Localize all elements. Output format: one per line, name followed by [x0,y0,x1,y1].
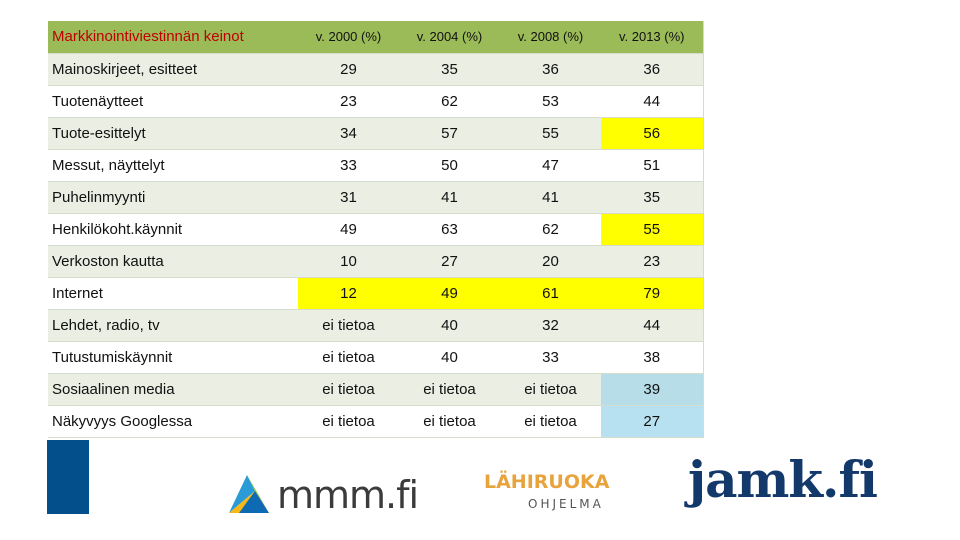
cell: 57 [399,117,500,150]
cell: ei tietoa [500,405,601,438]
cell: 51 [601,149,704,182]
cell-highlighted: 49 [399,277,500,310]
row-label: Puhelinmyynti [48,181,298,214]
cell: 29 [298,53,399,86]
row-label: Verkoston kautta [48,245,298,278]
cell: 10 [298,245,399,278]
header-cell: Markkinointiviestinnän keinot [48,21,298,54]
cell-highlighted: 56 [601,117,704,150]
mmm-logo-text: mmm.fi [277,473,419,517]
row-label: Mainoskirjeet, esitteet [48,53,298,86]
cell: 36 [601,53,704,86]
cell: 53 [500,85,601,118]
cell-highlighted: 39 [601,373,704,406]
table-row: Verkoston kautta 10 27 20 23 [48,245,704,278]
row-label: Lehdet, radio, tv [48,309,298,342]
table-row: Messut, näyttelyt 33 50 47 51 [48,149,704,182]
cell: ei tietoa [298,373,399,406]
cell: 23 [298,85,399,118]
cell: 63 [399,213,500,246]
cell: ei tietoa [298,309,399,342]
row-label: Tuote-esittelyt [48,117,298,150]
cell: 40 [399,341,500,374]
cell: 47 [500,149,601,182]
jamk-logo: jamk.fi [688,450,878,509]
header-cell: v. 2013 (%) [601,21,704,54]
left-accent-bar [47,440,89,514]
cell: 34 [298,117,399,150]
header-cell: v. 2004 (%) [399,21,500,54]
row-label: Messut, näyttelyt [48,149,298,182]
table-row: Internet 12 49 61 79 [48,277,704,310]
cell: ei tietoa [298,405,399,438]
cell: 38 [601,341,704,374]
row-label: Sosiaalinen media [48,373,298,406]
cell-highlighted: 61 [500,277,601,310]
row-label: Näkyvyys Googlessa [48,405,298,438]
cell: 32 [500,309,601,342]
cell: 41 [399,181,500,214]
table-row: Lehdet, radio, tv ei tietoa 40 32 44 [48,309,704,342]
cell: 44 [601,309,704,342]
cell: 27 [399,245,500,278]
mmm-logo: mmm.fi [225,463,419,519]
cell-highlighted: 12 [298,277,399,310]
lahiruoka-logo-text: LÄHIRUOKA [484,471,610,493]
cell: 44 [601,85,704,118]
cell: 62 [500,213,601,246]
row-label: Henkilökoht.käynnit [48,213,298,246]
table-header-row: Markkinointiviestinnän keinot v. 2000 (%… [48,21,704,54]
cell: 23 [601,245,704,278]
table-row: Tuotenäytteet 23 62 53 44 [48,85,704,118]
cell: 62 [399,85,500,118]
row-label: Internet [48,277,298,310]
cell: 40 [399,309,500,342]
cell: ei tietoa [298,341,399,374]
table-row: Tutustumiskäynnit ei tietoa 40 33 38 [48,341,704,374]
cell-highlighted: 79 [601,277,704,310]
header-cell: v. 2008 (%) [500,21,601,54]
table-row: Näkyvyys Googlessa ei tietoa ei tietoa e… [48,405,704,438]
row-label: Tutustumiskäynnit [48,341,298,374]
cell: 31 [298,181,399,214]
cell: ei tietoa [500,373,601,406]
table-row: Puhelinmyynti 31 41 41 35 [48,181,704,214]
lahiruoka-logo-subtext: OHJELMA [528,497,604,511]
cell-highlighted: 27 [601,405,704,438]
table-row: Mainoskirjeet, esitteet 29 35 36 36 [48,53,704,86]
cell: 49 [298,213,399,246]
lahiruoka-logo: LÄHIRUOKA OHJELMA [484,471,614,515]
cell: ei tietoa [399,405,500,438]
cell: 35 [399,53,500,86]
row-label: Tuotenäytteet [48,85,298,118]
cell: 20 [500,245,601,278]
cell: ei tietoa [399,373,500,406]
cell: 50 [399,149,500,182]
marketing-table: Markkinointiviestinnän keinot v. 2000 (%… [48,21,704,438]
table-row: Tuote-esittelyt 34 57 55 56 [48,117,704,150]
cell: 35 [601,181,704,214]
cell-highlighted: 55 [601,213,704,246]
header-cell: v. 2000 (%) [298,21,399,54]
cell: 41 [500,181,601,214]
cell: 33 [500,341,601,374]
table-row: Henkilökoht.käynnit 49 63 62 55 [48,213,704,246]
cell: 36 [500,53,601,86]
mmm-triangle-icon [229,475,269,513]
cell: 55 [500,117,601,150]
cell: 33 [298,149,399,182]
table-row: Sosiaalinen media ei tietoa ei tietoa ei… [48,373,704,406]
